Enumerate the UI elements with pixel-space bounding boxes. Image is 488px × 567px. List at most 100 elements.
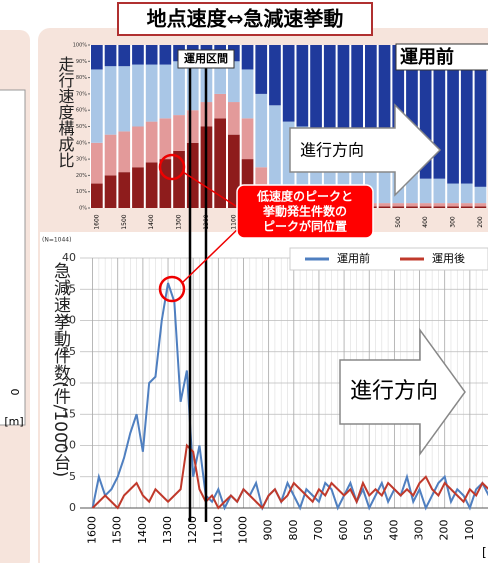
bar-segment	[241, 69, 254, 119]
y-tick-label: 30	[62, 314, 76, 327]
x-tick-label: 600	[337, 520, 350, 541]
y-tick-label: 15	[62, 407, 76, 420]
callout-text: ピークが同位置	[263, 219, 347, 234]
x-tick-label: 300	[450, 216, 457, 228]
bar-segment	[118, 66, 131, 132]
y-tick-label: 90%	[76, 59, 87, 65]
title: 地点速度⇔急減速挙動	[147, 7, 344, 31]
bar-segment	[159, 159, 172, 208]
x-tick-label: 1600	[86, 516, 99, 544]
bar-segment	[378, 203, 391, 207]
bar-segment	[91, 183, 103, 208]
bar-segment	[214, 58, 226, 94]
bar-segment	[447, 203, 459, 207]
x-tick-label: 400	[422, 216, 429, 228]
x-tick-label: 1500	[111, 516, 124, 544]
highlight-circle	[158, 153, 186, 181]
bar-segment	[228, 102, 240, 135]
highlight-circle	[158, 275, 186, 303]
bar-segment	[419, 206, 432, 208]
bar-segment	[337, 45, 350, 147]
bar-segment	[378, 45, 391, 168]
bar-segment	[474, 206, 487, 208]
x-tick-label: 300	[413, 520, 426, 541]
x-tick-label: 1200	[186, 516, 199, 544]
y-tick-label: 0	[69, 501, 76, 514]
bar-segment	[351, 154, 363, 204]
y-tick-label: 35	[62, 282, 76, 295]
callout-line	[181, 224, 243, 284]
bar-segment	[392, 203, 405, 207]
y-tick-label: 40%	[76, 140, 87, 146]
section-box	[177, 49, 235, 69]
bar-segment	[392, 206, 405, 208]
bar-segment	[282, 121, 295, 195]
y-tick-label: 40	[62, 251, 76, 264]
bar-segment	[91, 69, 103, 143]
bar-segment	[132, 64, 144, 127]
bar-segment	[145, 64, 158, 122]
x-tick-label: 1100	[230, 214, 237, 229]
bar-segment	[214, 118, 226, 208]
bar-segment	[433, 206, 446, 208]
bar-segment	[104, 134, 117, 176]
bar-segment	[378, 206, 391, 208]
callout-text: 低速度のピークと	[256, 189, 353, 204]
left-chart-box	[0, 89, 26, 426]
legend-label: 運用後	[432, 251, 465, 265]
y-tick-label: 0%	[79, 206, 87, 212]
bar-segment	[132, 167, 144, 208]
x-tick-label: 200	[438, 520, 451, 541]
bar-segment	[132, 126, 144, 168]
y-tick-label: 20%	[76, 173, 87, 179]
x-unit: [	[482, 546, 487, 560]
bar-segment	[460, 183, 473, 204]
bar-segment	[186, 110, 199, 143]
bar-segment	[419, 178, 432, 204]
bar-segment	[474, 186, 487, 204]
bar-segment	[228, 61, 240, 103]
bar-segment	[447, 183, 459, 204]
y-tick-label: 30%	[76, 157, 87, 163]
bar-segment	[159, 118, 172, 160]
x-tick-label: 500	[395, 216, 402, 228]
bar-segment	[474, 45, 487, 187]
x-tick-label: 1400	[148, 214, 155, 229]
bar-segment	[104, 45, 117, 67]
y-tick-label: 100%	[73, 43, 88, 49]
bar-segment	[118, 45, 131, 67]
bar-segment	[241, 45, 254, 70]
bar-segment	[241, 159, 254, 208]
line-series	[91, 443, 488, 510]
x-tick-label: 1300	[176, 214, 183, 229]
bar-segment	[118, 172, 131, 208]
bar-segment	[104, 66, 117, 135]
direction-label: 進行方向	[350, 379, 438, 404]
callout-box	[236, 184, 374, 239]
x-tick-label: 1400	[136, 516, 149, 544]
x-tick-label: 400	[387, 520, 400, 541]
y-tick-label: 5	[69, 470, 76, 483]
bar-segment	[91, 142, 103, 184]
bar-segment	[104, 175, 117, 208]
bar-segment	[282, 45, 295, 122]
bar-segment	[255, 167, 268, 192]
bar-segment	[323, 45, 336, 140]
y-tick-label: 60%	[76, 108, 87, 114]
bar-segment	[214, 93, 226, 119]
bar-segment	[406, 173, 418, 204]
bar-segment	[269, 105, 281, 187]
x-tick-label: 1600	[93, 214, 100, 229]
x-tick-label: 500	[362, 520, 375, 541]
x-tick-label: 800	[287, 520, 300, 541]
y-tick-label: 70%	[76, 91, 87, 97]
before-box	[395, 43, 488, 71]
bar-segment	[159, 45, 172, 65]
x-tick-label: 1500	[121, 214, 128, 229]
bar-segment	[351, 45, 363, 155]
y-tick-label: 10	[62, 439, 76, 452]
callout-line	[182, 171, 243, 211]
bar-segment	[255, 45, 268, 94]
x-tick-label: 1000	[236, 516, 249, 544]
